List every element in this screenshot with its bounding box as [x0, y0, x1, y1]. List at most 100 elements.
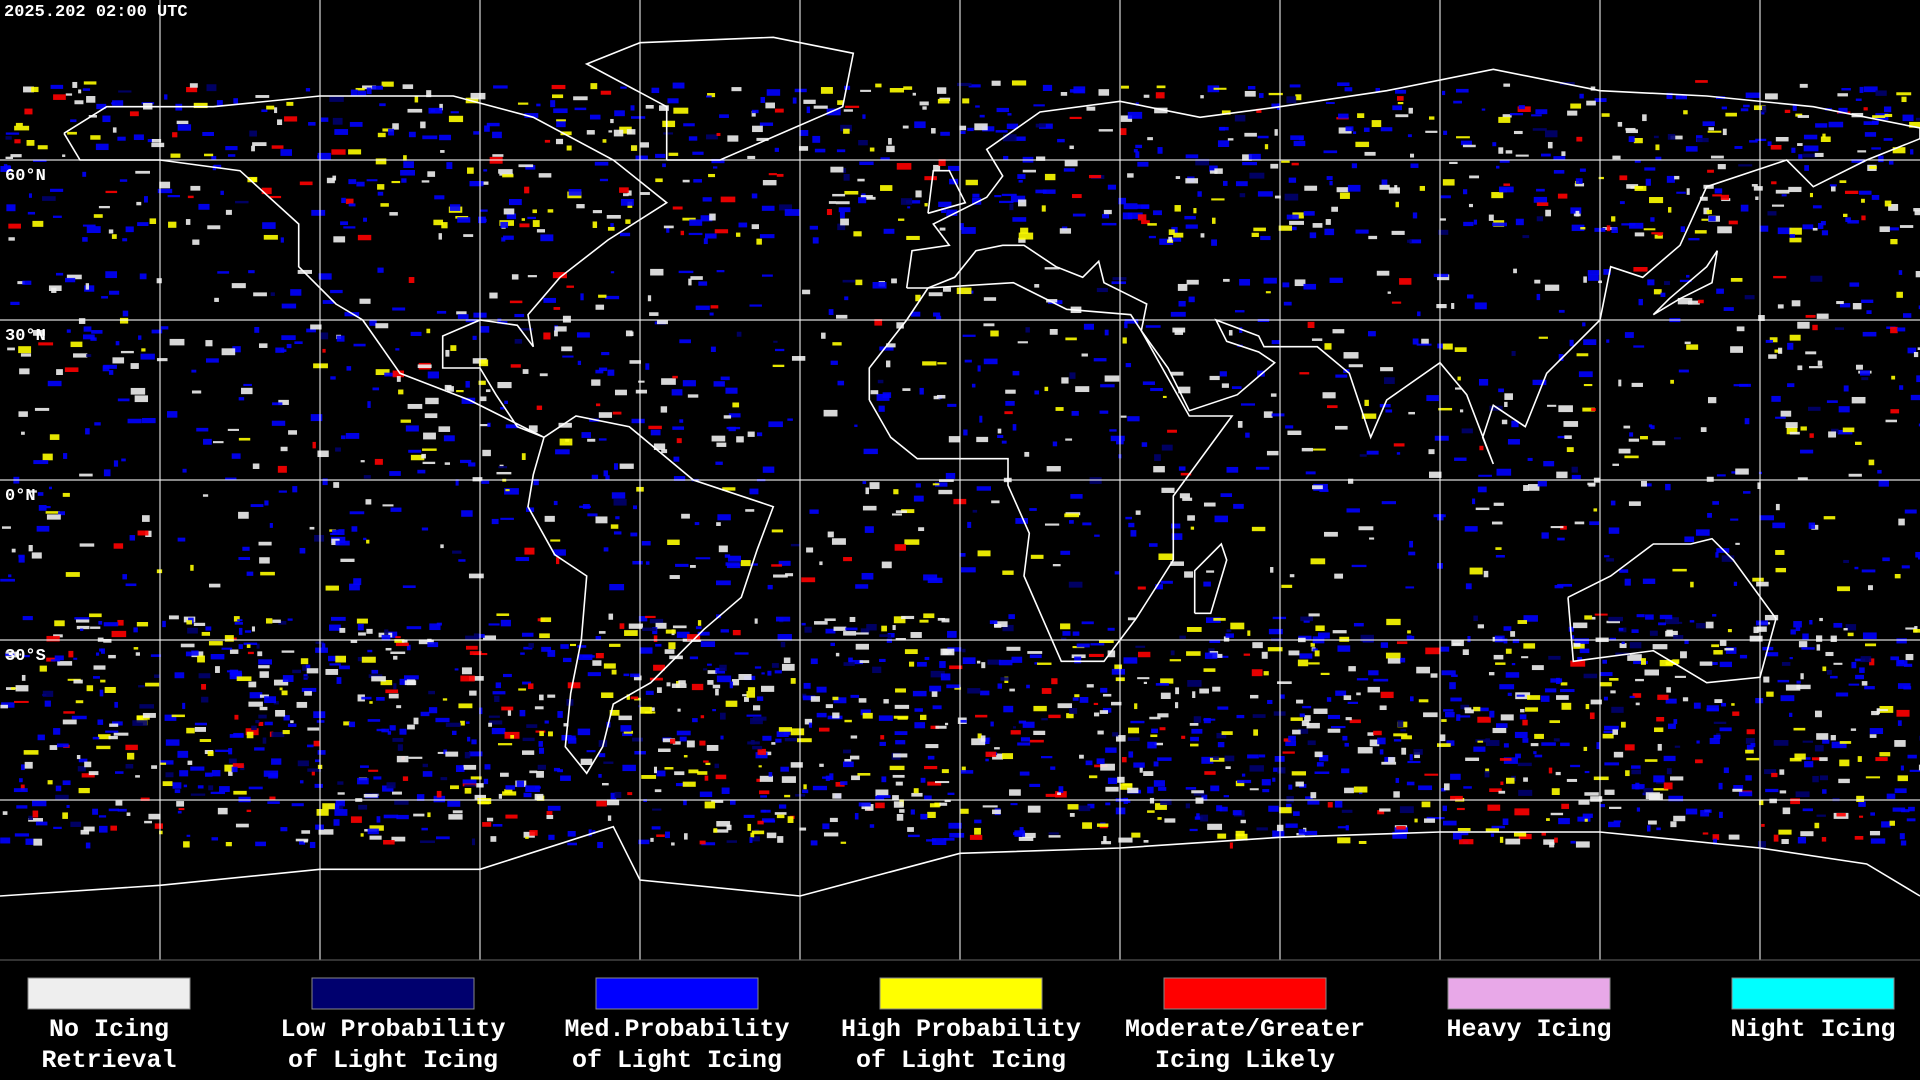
icing-patch: [1706, 209, 1712, 215]
icing-patch: [1147, 137, 1153, 141]
icing-patch: [310, 414, 323, 422]
icing-patch: [726, 824, 732, 831]
icing-patch: [1255, 466, 1270, 470]
icing-patch: [1560, 682, 1568, 686]
icing-patch: [22, 616, 33, 621]
icing-patch: [1634, 160, 1641, 163]
icing-patch: [1155, 92, 1165, 99]
icing-patch: [1351, 564, 1367, 568]
icing-patch: [1356, 692, 1361, 696]
icing-patch: [1715, 552, 1719, 558]
icing-patch: [620, 86, 627, 89]
icing-patch: [79, 543, 95, 547]
icing-patch: [1305, 796, 1313, 800]
icing-patch: [692, 718, 698, 723]
icing-patch: [442, 698, 448, 701]
icing-patch: [287, 618, 293, 621]
icing-patch: [1582, 322, 1586, 327]
icing-patch: [1869, 658, 1875, 666]
icing-patch: [317, 750, 326, 755]
icing-patch: [833, 626, 847, 631]
icing-patch: [1791, 147, 1796, 153]
icing-patch: [300, 658, 309, 665]
icing-patch: [1696, 137, 1709, 143]
icing-patch: [937, 362, 947, 365]
icing-patch: [1697, 299, 1704, 304]
icing-patch: [1625, 770, 1630, 777]
icing-patch: [1908, 806, 1915, 812]
icing-patch: [1790, 798, 1801, 805]
icing-patch: [625, 219, 631, 224]
icing-patch: [1082, 822, 1092, 829]
icing-patch: [835, 781, 845, 787]
icing-patch: [1088, 775, 1098, 779]
icing-patch: [169, 338, 185, 346]
icing-patch: [863, 448, 878, 455]
icing-patch: [1498, 790, 1506, 794]
icing-patch: [561, 346, 573, 352]
icing-patch: [1596, 742, 1600, 750]
icing-patch: [1612, 155, 1621, 160]
icing-patch: [1127, 173, 1134, 178]
icing-patch: [1070, 494, 1083, 499]
icing-patch: [393, 655, 398, 660]
icing-patch: [500, 619, 511, 627]
icing-patch: [49, 434, 60, 440]
icing-patch: [1516, 694, 1525, 697]
icing-patch: [255, 720, 260, 724]
icing-patch: [830, 166, 844, 173]
icing-patch: [65, 277, 76, 283]
icing-patch: [1518, 105, 1525, 110]
icing-patch: [286, 343, 292, 349]
icing-patch: [278, 490, 287, 493]
icing-patch: [695, 626, 702, 630]
icing-patch: [679, 736, 687, 742]
icing-patch: [1779, 769, 1785, 775]
icing-patch: [716, 522, 721, 526]
icing-patch: [606, 799, 620, 806]
icing-patch: [525, 785, 540, 793]
icing-patch: [1033, 730, 1046, 736]
icing-patch: [784, 737, 799, 742]
timestamp: 2025.202 02:00 UTC: [4, 3, 188, 22]
icing-patch: [1213, 617, 1226, 621]
icing-patch: [1696, 623, 1706, 629]
icing-patch: [845, 627, 858, 631]
icing-patch: [1217, 140, 1230, 147]
icing-patch: [117, 398, 130, 402]
icing-patch: [962, 334, 976, 337]
icing-patch: [1456, 136, 1470, 139]
icing-patch: [917, 661, 927, 667]
icing-patch: [1587, 270, 1600, 275]
icing-patch: [465, 721, 470, 724]
icing-patch: [1408, 411, 1415, 415]
icing-patch: [1209, 170, 1218, 174]
icing-patch: [1440, 734, 1446, 742]
icing-patch: [439, 134, 452, 141]
icing-patch: [260, 571, 275, 576]
icing-patch: [1338, 127, 1352, 134]
icing-patch: [1777, 679, 1790, 683]
icing-patch: [893, 489, 899, 495]
icing-patch: [592, 830, 596, 834]
icing-patch: [712, 684, 721, 689]
icing-patch: [1307, 800, 1320, 805]
icing-patch: [160, 760, 174, 765]
icing-patch: [881, 625, 887, 632]
icing-patch: [1765, 788, 1779, 793]
icing-patch: [1005, 400, 1015, 406]
icing-patch: [959, 719, 967, 723]
icing-patch: [752, 745, 763, 750]
icing-patch: [1785, 422, 1798, 428]
icing-patch: [500, 517, 514, 520]
icing-patch: [1610, 500, 1616, 506]
icing-patch: [461, 397, 476, 404]
icing-patch: [882, 392, 892, 398]
icing-patch: [746, 714, 762, 717]
icing-patch: [367, 828, 379, 835]
icing-patch: [767, 584, 773, 590]
icing-patch: [1042, 84, 1053, 91]
icing-patch: [341, 197, 346, 204]
icing-patch: [1532, 128, 1547, 131]
